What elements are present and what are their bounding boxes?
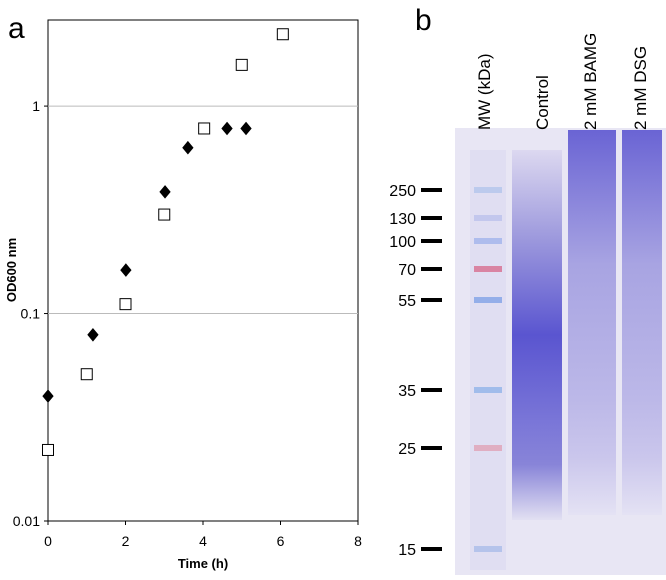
data-point — [221, 121, 233, 136]
x-tick-label: 8 — [354, 533, 362, 549]
marker-band — [474, 238, 502, 244]
gel-lane — [512, 150, 562, 520]
x-tick-label: 0 — [44, 533, 52, 549]
marker-band — [474, 445, 502, 451]
panel-label: b — [415, 4, 432, 37]
x-tick-label: 6 — [277, 533, 285, 549]
marker-label: 70 — [398, 262, 416, 279]
marker-label: 15 — [398, 542, 416, 559]
data-point — [87, 328, 99, 342]
marker-band — [474, 187, 502, 193]
y-tick-label: 0.01 — [13, 513, 40, 529]
data-point — [42, 389, 54, 403]
data-point — [276, 28, 289, 41]
lane-label: MW (kDa) — [475, 54, 494, 130]
y-tick-label: 0.1 — [21, 306, 41, 322]
data-point — [235, 58, 248, 71]
panel-label: a — [8, 12, 25, 45]
marker-band — [474, 297, 502, 303]
y-tick-label: 1 — [32, 98, 40, 114]
marker-band — [474, 266, 502, 272]
gel-lane — [622, 130, 662, 515]
data-point — [240, 121, 252, 136]
data-point — [80, 368, 93, 381]
data-point — [159, 185, 171, 199]
marker-label: 250 — [389, 183, 416, 200]
y-axis-label: OD600 nm — [4, 238, 19, 302]
marker-label: 100 — [389, 234, 416, 251]
data-point — [198, 122, 211, 135]
plot-frame — [47, 19, 359, 522]
marker-band — [474, 546, 502, 552]
data-point — [42, 443, 54, 456]
marker-label: 25 — [398, 441, 416, 458]
marker-band — [474, 387, 502, 393]
gel-image — [455, 128, 666, 575]
marker-band — [474, 215, 502, 221]
lane-label: 2 mM BAMG — [581, 33, 600, 130]
lane-label: Control — [533, 75, 552, 130]
data-point — [119, 298, 132, 311]
x-tick-label: 2 — [122, 533, 130, 549]
marker-label: 130 — [389, 211, 416, 228]
x-axis-label: Time (h) — [178, 556, 228, 571]
gel-lane — [470, 150, 506, 570]
lane-label: 2 mM DSG — [631, 46, 650, 130]
data-point — [120, 263, 132, 277]
data-point — [182, 140, 194, 155]
marker-label: 55 — [398, 293, 416, 310]
x-tick-label: 4 — [199, 533, 207, 549]
marker-label: 35 — [398, 383, 416, 400]
gel-lane — [568, 130, 616, 515]
data-point — [158, 208, 171, 221]
